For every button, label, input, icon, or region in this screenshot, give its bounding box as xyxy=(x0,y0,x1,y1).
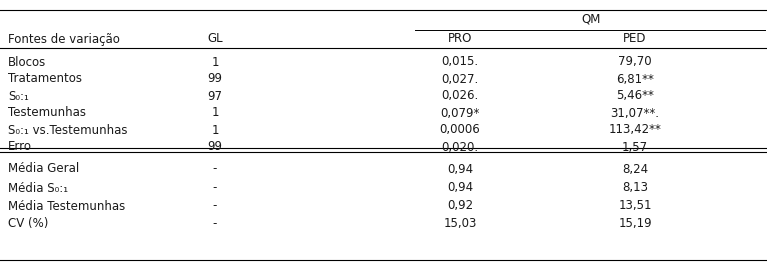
Text: 31,07**.: 31,07**. xyxy=(611,106,660,119)
Text: 1: 1 xyxy=(211,106,219,119)
Text: CV (%): CV (%) xyxy=(8,218,48,231)
Text: 6,81**: 6,81** xyxy=(616,73,654,85)
Text: 1: 1 xyxy=(211,123,219,136)
Text: Média Testemunhas: Média Testemunhas xyxy=(8,200,125,213)
Text: 99: 99 xyxy=(208,73,222,85)
Text: GL: GL xyxy=(207,32,222,45)
Text: 8,24: 8,24 xyxy=(622,163,648,176)
Text: 0,079*: 0,079* xyxy=(440,106,479,119)
Text: 0,020.: 0,020. xyxy=(442,140,479,153)
Text: PED: PED xyxy=(624,32,647,45)
Text: 8,13: 8,13 xyxy=(622,181,648,194)
Text: -: - xyxy=(212,218,217,231)
Text: Média S₀:₁: Média S₀:₁ xyxy=(8,181,68,194)
Text: 15,19: 15,19 xyxy=(618,218,652,231)
Text: -: - xyxy=(212,200,217,213)
Text: S₀:₁ vs.Testemunhas: S₀:₁ vs.Testemunhas xyxy=(8,123,127,136)
Text: S₀:₁: S₀:₁ xyxy=(8,89,29,102)
Text: 0,92: 0,92 xyxy=(447,200,473,213)
Text: Tratamentos: Tratamentos xyxy=(8,73,82,85)
Text: 99: 99 xyxy=(208,140,222,153)
Text: -: - xyxy=(212,163,217,176)
Text: 0,94: 0,94 xyxy=(447,181,473,194)
Text: Blocos: Blocos xyxy=(8,56,46,69)
Text: 0,94: 0,94 xyxy=(447,163,473,176)
Text: 0,0006: 0,0006 xyxy=(439,123,480,136)
Text: 0,026.: 0,026. xyxy=(441,89,479,102)
Text: -: - xyxy=(212,181,217,194)
Text: Erro: Erro xyxy=(8,140,32,153)
Text: 0,015.: 0,015. xyxy=(442,56,479,69)
Text: PRO: PRO xyxy=(448,32,472,45)
Text: Média Geral: Média Geral xyxy=(8,163,79,176)
Text: 0,027.: 0,027. xyxy=(441,73,479,85)
Text: 1: 1 xyxy=(211,56,219,69)
Text: 5,46**: 5,46** xyxy=(616,89,654,102)
Text: Fontes de variação: Fontes de variação xyxy=(8,32,120,45)
Text: 113,42**: 113,42** xyxy=(608,123,661,136)
Text: QM: QM xyxy=(581,13,601,26)
Text: 13,51: 13,51 xyxy=(618,200,652,213)
Text: 1,57: 1,57 xyxy=(622,140,648,153)
Text: 15,03: 15,03 xyxy=(443,218,476,231)
Text: Testemunhas: Testemunhas xyxy=(8,106,86,119)
Text: 97: 97 xyxy=(208,89,222,102)
Text: 79,70: 79,70 xyxy=(618,56,652,69)
